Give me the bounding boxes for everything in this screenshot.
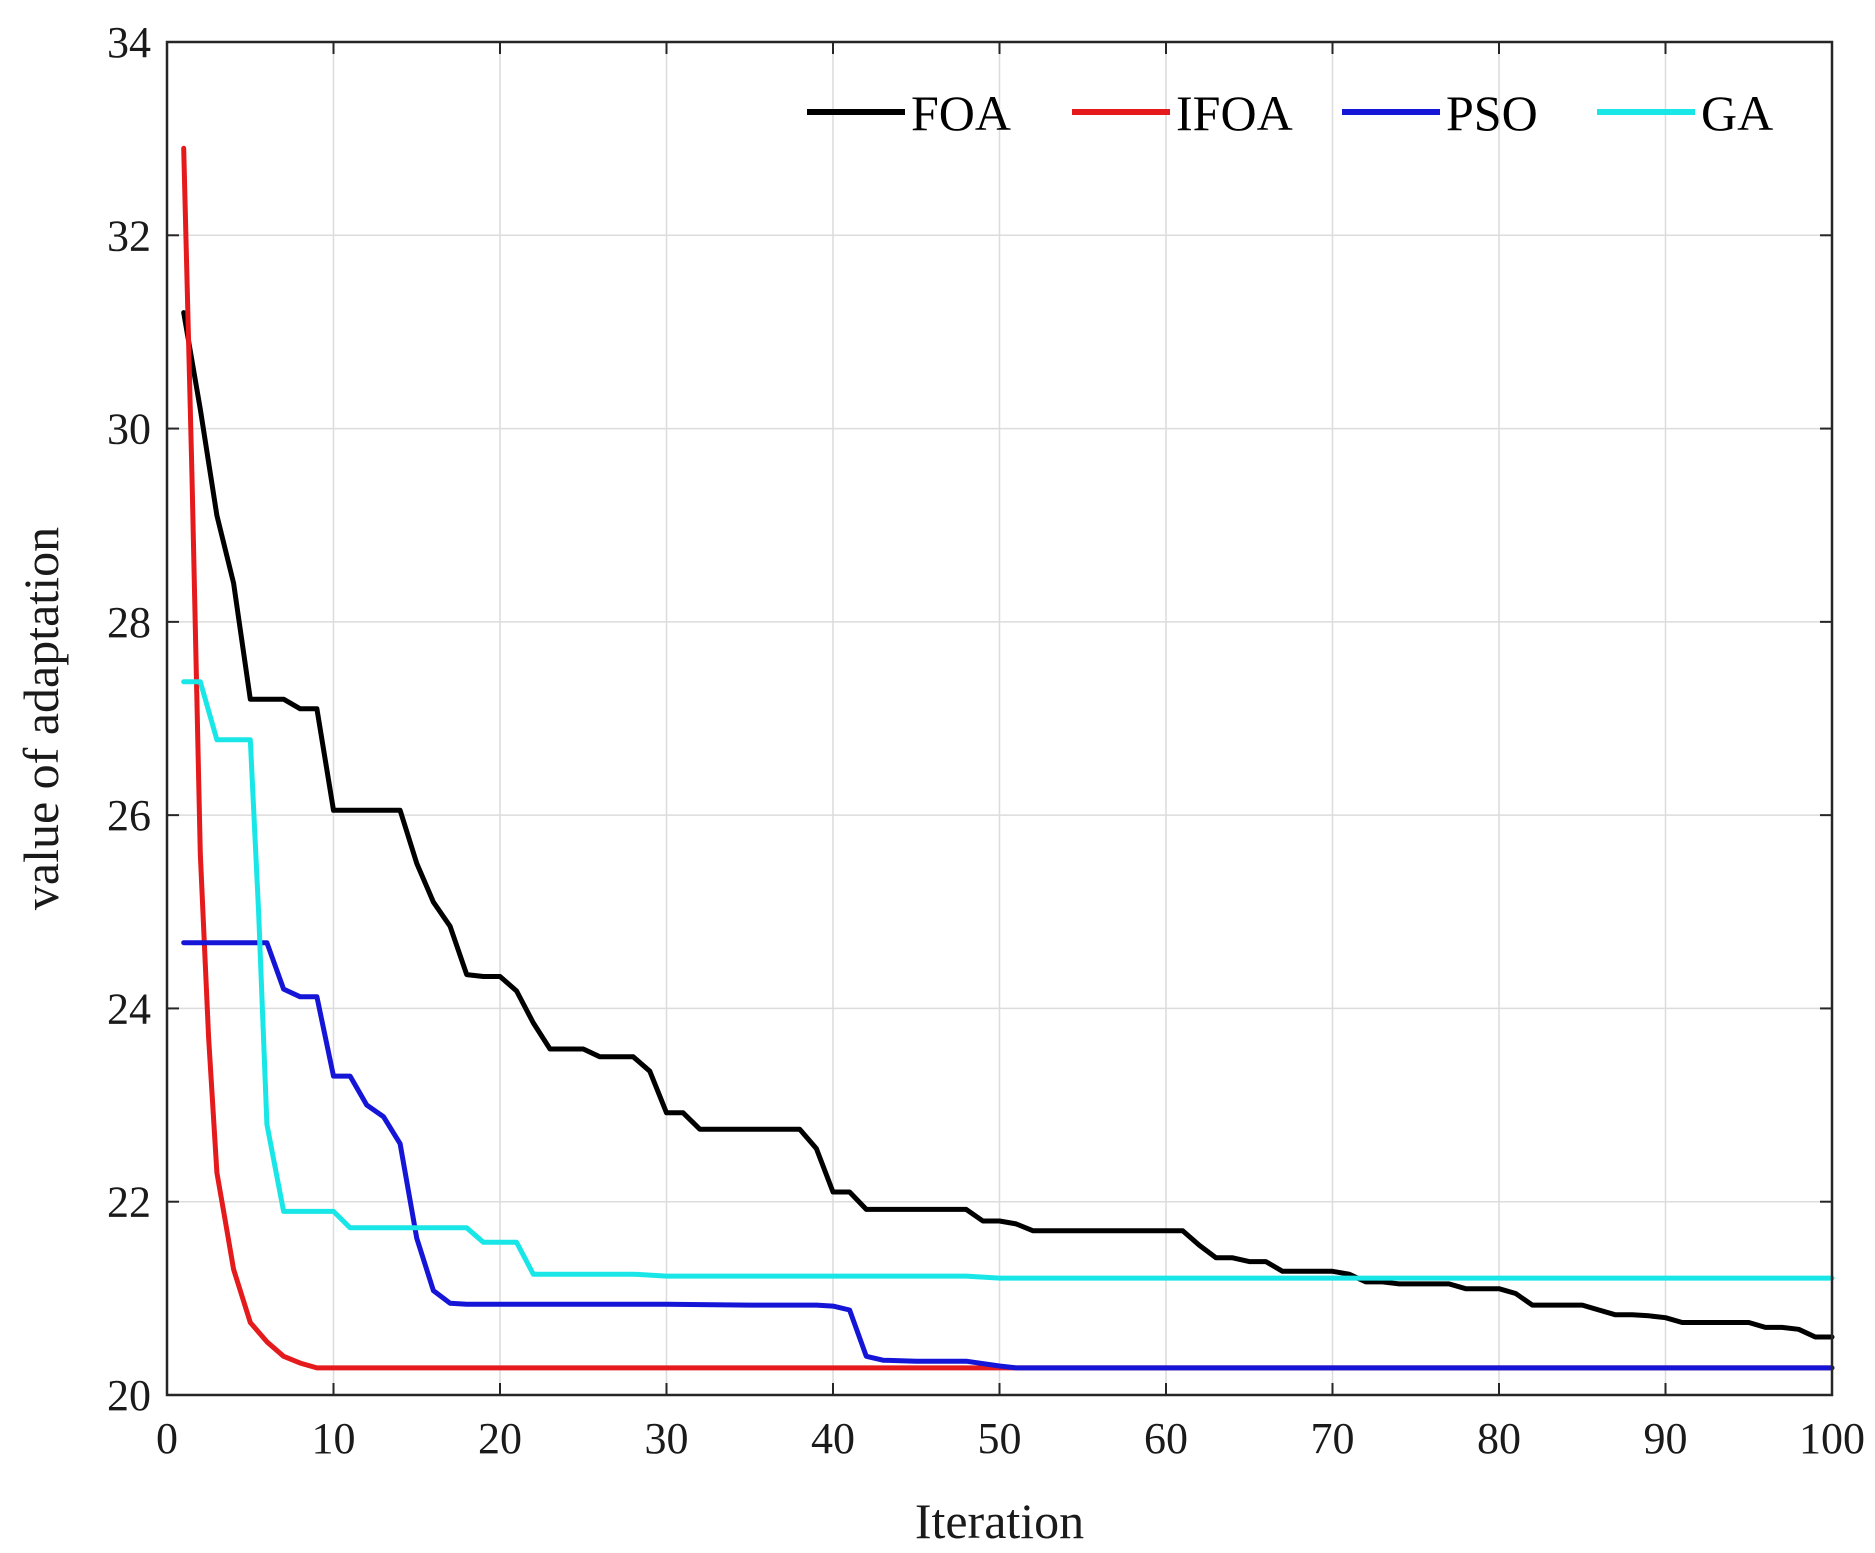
y-tick-label: 20 xyxy=(107,1371,151,1420)
x-tick-label: 40 xyxy=(811,1414,855,1463)
series-line-pso xyxy=(181,940,1835,1371)
x-tick-label: 0 xyxy=(156,1414,178,1463)
y-tick-label: 22 xyxy=(107,1178,151,1227)
x-tick-label: 30 xyxy=(645,1414,689,1463)
x-tick-label: 90 xyxy=(1644,1414,1688,1463)
legend-label-ga: GA xyxy=(1701,85,1773,141)
legend-label-pso: PSO xyxy=(1446,85,1538,141)
x-axis-title: Iteration xyxy=(915,1493,1084,1549)
legend-label-foa: FOA xyxy=(911,85,1011,141)
x-tick-label: 20 xyxy=(478,1414,522,1463)
x-tick-label: 80 xyxy=(1477,1414,1521,1463)
x-tick-label: 100 xyxy=(1799,1414,1865,1463)
series-line-foa xyxy=(181,310,1835,1340)
gridlines xyxy=(167,42,1832,1395)
y-tick-label: 30 xyxy=(107,405,151,454)
series-line-ifoa xyxy=(181,145,1835,1371)
x-tick-label: 50 xyxy=(978,1414,1022,1463)
y-tick-label: 28 xyxy=(107,598,151,647)
axis-ticks: 0 10 20 30 40 50 60 70 80 90 100 20 22 24 26 28 30 32 34 xyxy=(107,18,1865,1463)
series-line-ga xyxy=(181,679,1835,1281)
y-tick-label: 34 xyxy=(107,18,151,67)
y-tick-label: 32 xyxy=(107,211,151,260)
y-axis-title: value of adaptation xyxy=(13,527,69,910)
legend-label-ifoa: IFOA xyxy=(1176,85,1293,141)
y-tick-label: 26 xyxy=(107,791,151,840)
y-tick-label: 24 xyxy=(107,984,151,1033)
x-tick-label: 60 xyxy=(1144,1414,1188,1463)
x-tick-label: 70 xyxy=(1311,1414,1355,1463)
legend: FOA IFOA PSO GA xyxy=(807,85,1773,141)
series-lines xyxy=(181,145,1835,1371)
x-tick-label: 10 xyxy=(312,1414,356,1463)
